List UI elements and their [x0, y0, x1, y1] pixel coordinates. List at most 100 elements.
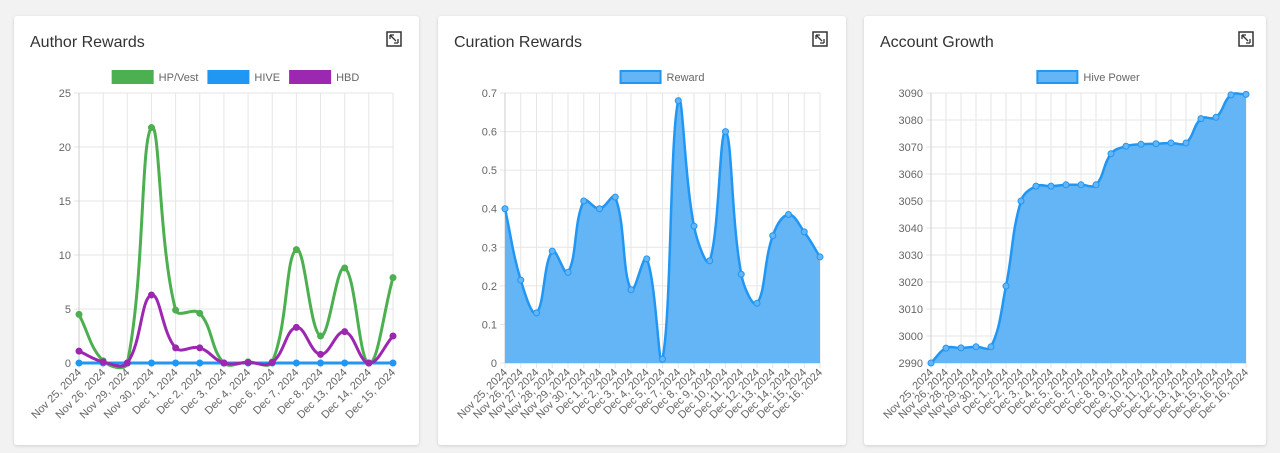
point [1152, 140, 1160, 148]
legend-item: HBD [289, 70, 359, 84]
legend-item: HIVE [207, 70, 280, 84]
point [580, 197, 588, 205]
point [389, 332, 397, 340]
legend-label: HIVE [254, 72, 280, 84]
point [317, 350, 325, 358]
expand-icon[interactable] [1238, 31, 1254, 47]
point [816, 253, 824, 261]
point [268, 358, 276, 366]
point [220, 359, 228, 367]
y-tick-label: 2990 [899, 358, 923, 370]
point [957, 344, 965, 352]
y-tick-label: 15 [59, 196, 71, 208]
point [1062, 181, 1070, 189]
y-tick-label: 0 [491, 358, 497, 370]
point [706, 257, 714, 265]
y-tick-label: 20 [59, 142, 71, 154]
point [341, 264, 349, 272]
legend-swatch [1036, 70, 1079, 84]
point [341, 359, 349, 367]
legend-swatch [111, 70, 154, 84]
y-tick-label: 0.1 [482, 319, 497, 331]
point [674, 97, 682, 105]
point [75, 347, 83, 355]
point [99, 358, 107, 366]
legend-item: HP/Vest [111, 70, 199, 84]
point [1107, 150, 1115, 158]
point [785, 211, 792, 218]
line [503, 97, 822, 363]
point [123, 359, 131, 367]
point [800, 228, 808, 236]
point [1182, 139, 1190, 147]
y-tick-label: 3090 [899, 88, 923, 100]
legend-item: Hive Power [1036, 70, 1140, 84]
point [172, 344, 180, 352]
point [548, 247, 556, 255]
legend-swatch [207, 70, 250, 84]
legend: Reward [619, 70, 705, 84]
point [927, 359, 935, 367]
expand-icon[interactable] [812, 31, 828, 47]
point [292, 359, 300, 367]
y-tick-label: 3080 [899, 115, 923, 127]
legend: Hive Power [1036, 70, 1140, 84]
point [75, 310, 83, 318]
point [517, 276, 525, 284]
y-tick-label: 3050 [899, 196, 923, 208]
point [317, 359, 325, 367]
legend: HP/Vest HIVE HBD [111, 70, 359, 84]
y-tick-label: 3040 [899, 223, 923, 235]
point [292, 246, 300, 254]
point [1227, 91, 1235, 99]
point [690, 222, 698, 230]
legend-label: HP/Vest [159, 72, 199, 84]
point [292, 323, 300, 331]
point [627, 286, 635, 294]
point [365, 359, 373, 367]
point [244, 358, 252, 366]
legend-swatch [619, 70, 662, 84]
point [737, 270, 745, 278]
point [611, 193, 619, 201]
point [753, 299, 761, 307]
point [1167, 139, 1175, 147]
point [942, 344, 950, 352]
y-tick-label: 5 [65, 304, 71, 316]
y-tick-label: 0.6 [482, 127, 497, 139]
chart-title: Curation Rewards [454, 34, 582, 51]
point [317, 332, 325, 340]
legend-label: Reward [667, 72, 705, 84]
point [596, 205, 603, 213]
y-tick-label: 3000 [899, 331, 923, 343]
point [196, 309, 204, 317]
point [341, 328, 349, 336]
y-tick-label: 0.5 [482, 165, 497, 177]
y-tick-label: 3010 [899, 304, 923, 316]
point [501, 205, 509, 213]
y-tick-label: 25 [59, 88, 71, 100]
point [643, 255, 651, 263]
legend-label: Hive Power [1083, 72, 1140, 84]
legend-swatch [289, 70, 332, 84]
point [1017, 197, 1025, 205]
point [196, 359, 204, 367]
point [1137, 140, 1145, 148]
line [930, 92, 1247, 364]
point [722, 128, 729, 136]
point [389, 359, 397, 367]
area [505, 98, 820, 363]
point [1092, 181, 1100, 189]
y-tick-label: 10 [59, 250, 71, 262]
point [1032, 182, 1040, 190]
expand-icon[interactable] [386, 31, 402, 47]
point [533, 309, 540, 317]
point [75, 359, 83, 367]
point [147, 291, 155, 299]
point [1077, 181, 1085, 189]
y-tick-label: 0 [65, 358, 71, 370]
y-tick-label: 0.2 [482, 281, 497, 293]
area [931, 93, 1246, 363]
